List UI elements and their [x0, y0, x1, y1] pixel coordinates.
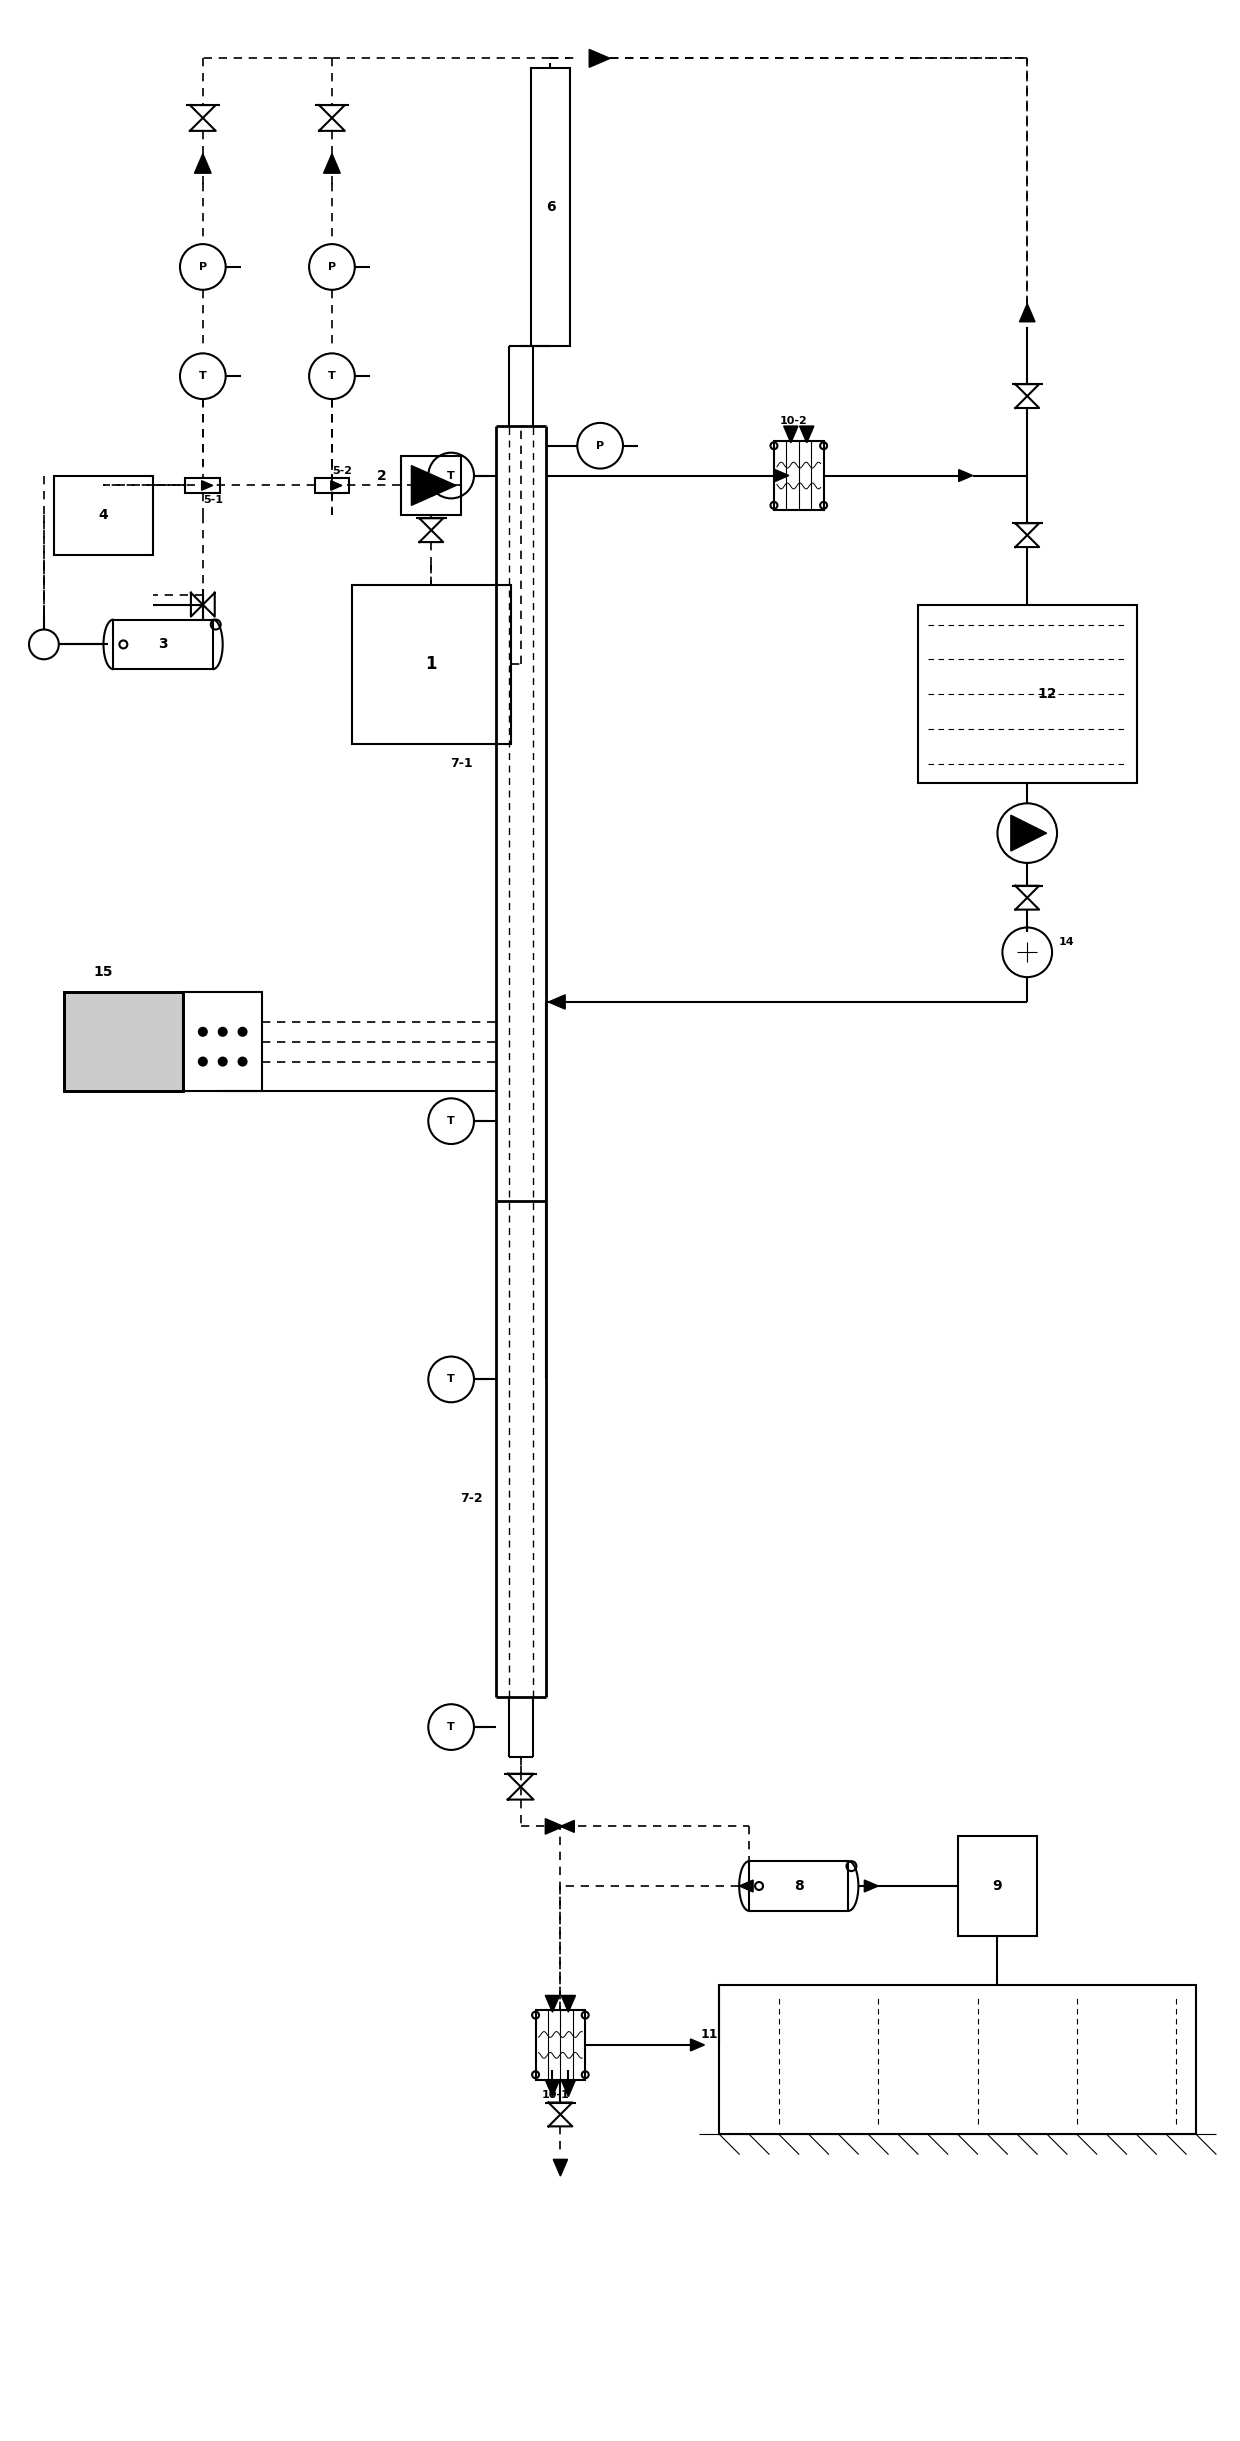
- Text: P: P: [596, 442, 604, 452]
- Polygon shape: [800, 427, 813, 442]
- Text: P: P: [327, 261, 336, 271]
- Text: 11: 11: [701, 2028, 718, 2041]
- Text: 5-1: 5-1: [203, 496, 223, 505]
- Text: P: P: [198, 261, 207, 271]
- Bar: [63, 991, 184, 1091]
- Polygon shape: [553, 2160, 568, 2175]
- Circle shape: [218, 1028, 227, 1035]
- Text: 3: 3: [159, 637, 167, 652]
- Bar: [352, 586, 511, 745]
- Bar: [63, 991, 184, 1091]
- Polygon shape: [775, 469, 789, 481]
- Polygon shape: [562, 1994, 575, 2011]
- Polygon shape: [1011, 815, 1047, 852]
- Text: 10-1: 10-1: [542, 2089, 569, 2099]
- Bar: [184, 991, 263, 1091]
- Polygon shape: [331, 481, 342, 491]
- Polygon shape: [560, 1821, 574, 1833]
- Circle shape: [198, 1028, 207, 1035]
- Bar: [749, 1860, 848, 1911]
- Circle shape: [218, 1057, 227, 1067]
- Bar: [774, 442, 823, 510]
- Text: T: T: [198, 371, 207, 381]
- Polygon shape: [562, 2080, 575, 2097]
- Text: T: T: [448, 1721, 455, 1733]
- Polygon shape: [739, 1880, 753, 1892]
- Text: 12: 12: [1038, 686, 1056, 701]
- Text: 4: 4: [99, 508, 108, 522]
- Polygon shape: [589, 49, 610, 68]
- Text: 5-2: 5-2: [332, 466, 352, 476]
- Polygon shape: [324, 154, 340, 173]
- Bar: [402, 456, 461, 515]
- Text: 8: 8: [794, 1880, 804, 1894]
- Text: 14: 14: [1059, 937, 1075, 947]
- Polygon shape: [691, 2038, 704, 2050]
- Text: T: T: [448, 1116, 455, 1125]
- Text: 10-2: 10-2: [780, 415, 807, 425]
- Polygon shape: [864, 1880, 878, 1892]
- Bar: [186, 478, 221, 493]
- Bar: [53, 476, 154, 554]
- Bar: [531, 68, 570, 347]
- Polygon shape: [412, 466, 456, 505]
- Circle shape: [198, 1057, 207, 1067]
- Polygon shape: [548, 996, 565, 1008]
- Text: 2: 2: [377, 469, 387, 483]
- Text: 15: 15: [94, 964, 113, 979]
- Polygon shape: [1019, 303, 1035, 322]
- Bar: [315, 478, 350, 493]
- Bar: [113, 620, 213, 669]
- Polygon shape: [546, 2080, 559, 2097]
- Bar: [918, 605, 1137, 784]
- Polygon shape: [195, 154, 211, 173]
- Text: 7-2: 7-2: [460, 1491, 482, 1506]
- Bar: [536, 2009, 585, 2080]
- Text: 6: 6: [546, 200, 556, 215]
- Text: 7-1: 7-1: [450, 757, 472, 769]
- Bar: [719, 1985, 1197, 2133]
- Text: T: T: [448, 471, 455, 481]
- Polygon shape: [546, 1819, 563, 1833]
- Circle shape: [238, 1057, 247, 1067]
- Text: T: T: [448, 1374, 455, 1384]
- Text: 1: 1: [425, 654, 436, 674]
- Polygon shape: [959, 469, 972, 481]
- Polygon shape: [202, 481, 213, 491]
- Text: T: T: [329, 371, 336, 381]
- Polygon shape: [784, 427, 799, 442]
- Polygon shape: [546, 1994, 559, 2011]
- Bar: [957, 1836, 1037, 1936]
- Circle shape: [238, 1028, 247, 1035]
- Text: 9: 9: [993, 1880, 1002, 1894]
